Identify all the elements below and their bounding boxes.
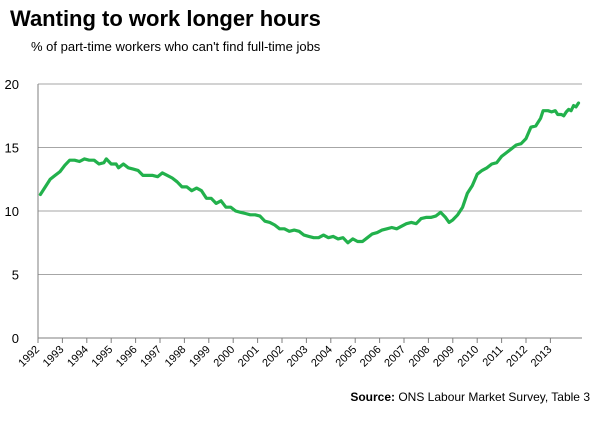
x-tick-label: 2003 [285,344,311,370]
axes [37,84,582,343]
series-line [38,101,581,245]
x-tick-label: 2005 [334,344,360,370]
x-tick-label: 2010 [456,344,482,370]
x-tick-label: 1995 [90,344,116,370]
x-tick-label: 1999 [187,344,213,370]
chart-subtitle: % of part-time workers who can't find fu… [31,39,321,54]
source-label: Source: [350,390,395,404]
x-tick-label: 1998 [163,344,189,370]
source-note: Source: ONS Labour Market Survey, Table … [350,390,590,404]
x-tick-label: 2006 [358,344,384,370]
x-tick-label: 1997 [138,344,164,370]
x-tick-label: 2004 [309,344,335,370]
x-tick-label: 2007 [382,344,408,370]
x-tick-label: 2011 [481,344,506,369]
x-tick-label: 1994 [65,344,91,370]
y-tick-label: 5 [12,268,19,283]
tick-labels: 0 5 10 15 20 19921993199419951996199719981999… [5,77,555,369]
x-tick-label: 2013 [529,344,555,370]
x-tick-label: 1996 [114,344,140,370]
series-layer [38,101,581,245]
chart-title: Wanting to work longer hours [10,6,321,31]
x-tick-label: 1993 [41,344,67,370]
x-tick-label: 2002 [260,344,286,370]
gridlines [38,83,582,275]
x-tick-label: 1992 [16,344,42,370]
x-tick-label: 2009 [431,344,457,370]
x-tick-label: 2001 [236,344,262,370]
source-text: ONS Labour Market Survey, Table 3 [398,390,590,404]
y-tick-label: 10 [5,204,19,219]
x-tick-label: 2008 [407,344,433,370]
x-tick-label: 2000 [212,344,238,370]
y-tick-label: 20 [5,77,19,92]
y-tick-label: 0 [12,331,19,346]
x-tick-label: 2012 [504,344,530,370]
y-tick-label: 15 [5,141,19,156]
